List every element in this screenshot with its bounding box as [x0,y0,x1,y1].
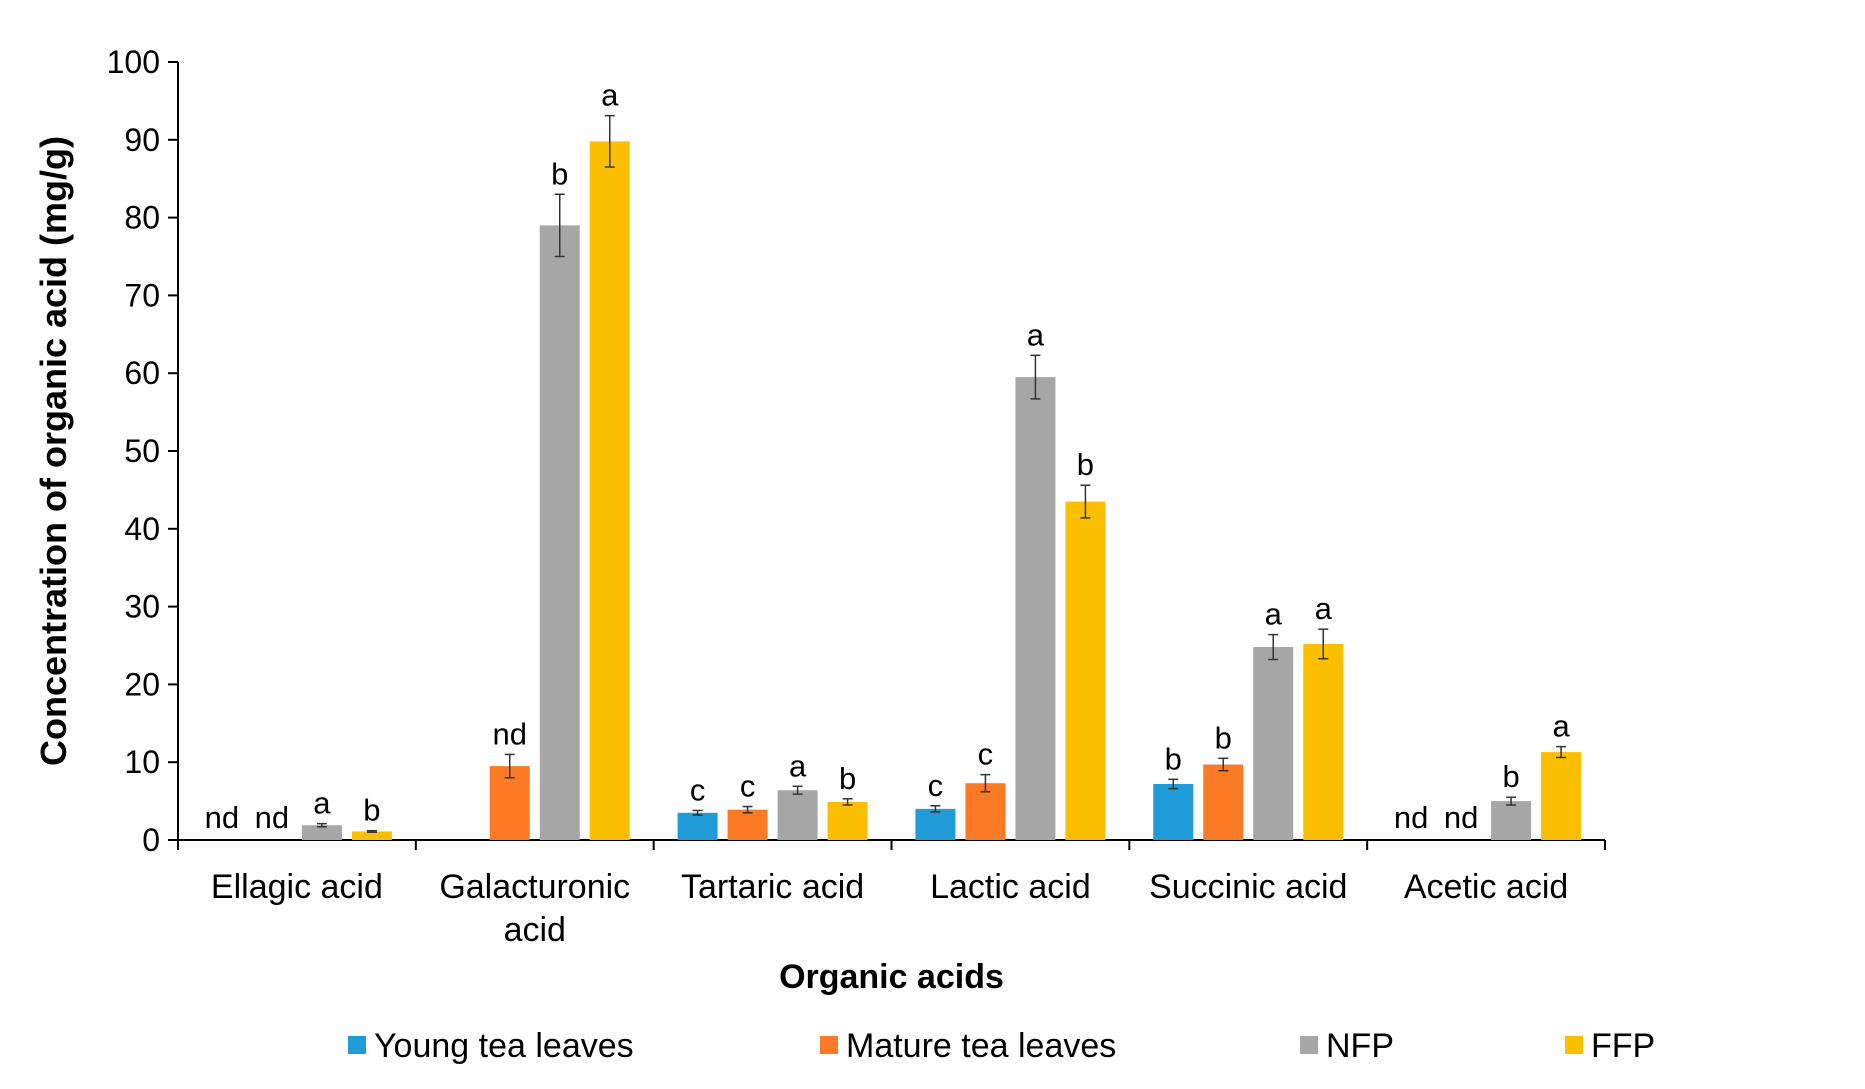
significance-label: c [928,768,944,803]
y-tick-label: 80 [124,200,160,236]
y-axis-title: Concentration of organic acid (mg/g) [33,136,74,766]
significance-label: b [551,156,568,191]
x-axis-title: Organic acids [779,958,1004,996]
bar [965,783,1006,840]
nd-label: nd [205,800,239,835]
significance-label: a [1027,317,1045,352]
category-label: Ellagic acid [211,868,383,906]
category-label: Galacturonic [439,868,630,906]
bar [1065,501,1106,840]
legend: Young tea leaves Mature tea leaves NFP FFP [348,1027,1655,1065]
y-tick-label: 0 [142,822,160,858]
significance-label: a [1552,709,1570,744]
bar [1153,783,1194,840]
bar [727,809,768,840]
bar [1015,377,1056,840]
significance-label: b [363,793,380,828]
significance-label: a [601,78,619,113]
bar [1541,752,1582,840]
y-tick-label: 70 [124,277,160,313]
bar [589,141,630,840]
bar [301,825,342,840]
nd-label: nd [1444,800,1478,835]
category-label: Acetic acid [1404,868,1568,906]
legend-swatch [1565,1036,1583,1054]
category-label: Tartaric acid [681,868,864,906]
bar [915,808,956,840]
significance-label: a [789,748,807,783]
legend-swatch [348,1036,366,1054]
error-bars-layer [316,114,1567,833]
bar [1303,643,1344,840]
bar [351,831,392,840]
significance-label: c [978,737,994,772]
category-labels: Ellagic acid Galacturonic acid Tartaric aci… [211,868,1568,949]
nd-label: nd [1394,800,1428,835]
significance-label: b [1215,720,1232,755]
bar [1203,764,1244,840]
y-tick-label: 10 [124,744,160,780]
bar [539,225,580,840]
axes: 0 10 20 30 40 50 60 70 80 90 100 [107,44,1606,858]
category-label: Succinic acid [1149,868,1347,906]
nd-label: nd [255,800,289,835]
legend-label: Mature tea leaves [846,1027,1116,1065]
bar [677,812,718,840]
significance-label: c [690,772,706,807]
significance-label: b [1502,759,1519,794]
category-label: acid [504,911,566,949]
legend-label: Young tea leaves [374,1027,634,1065]
y-tick-label: 30 [124,589,160,625]
bar [1253,647,1294,840]
legend-swatch [1300,1036,1318,1054]
legend-label: NFP [1326,1027,1394,1065]
y-tick-label: 90 [124,122,160,158]
category-label: Lactic acid [930,868,1091,906]
y-tick-label: 60 [124,355,160,391]
y-tick-label: 50 [124,433,160,469]
y-tick-label: 40 [124,511,160,547]
y-tick-label: 100 [107,44,160,80]
bar [1491,801,1532,840]
significance-label: c [740,769,756,804]
legend-swatch [820,1036,838,1054]
bar [827,801,868,840]
significance-label: b [839,761,856,796]
significance-label: a [1265,597,1283,632]
bars-layer [301,141,1582,840]
significance-label: nd [493,716,527,751]
legend-label: FFP [1591,1027,1655,1065]
bar [777,790,818,840]
significance-label: b [1077,447,1094,482]
y-tick-label: 20 [124,666,160,702]
significance-label: a [313,786,331,821]
significance-label: a [1315,591,1333,626]
significance-label: b [1165,741,1182,776]
